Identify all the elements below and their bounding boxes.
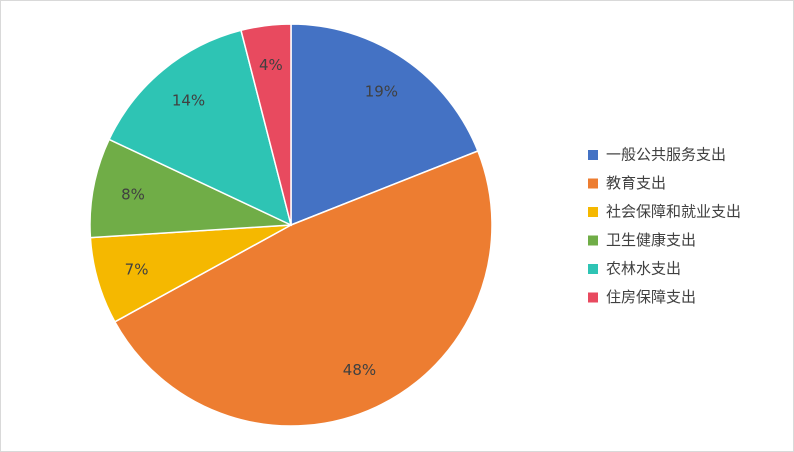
legend-swatch (588, 235, 598, 246)
legend-swatch (588, 292, 598, 303)
pie-slice (89, 138, 292, 239)
legend-label: 农林水支出 (606, 260, 681, 278)
data-label: 8% (121, 185, 145, 203)
data-label: 7% (125, 260, 149, 278)
data-label: 4% (259, 56, 283, 74)
legend-swatch (588, 264, 598, 274)
data-label: 19% (365, 83, 398, 101)
data-label: 48% (343, 361, 376, 379)
legend-label: 一般公共服务支出 (606, 146, 726, 164)
data-label: 14% (172, 92, 205, 110)
legend-swatch (588, 150, 598, 160)
legend-swatch (588, 178, 598, 189)
legend-label: 卫生健康支出 (606, 231, 696, 249)
pie-slice (113, 150, 493, 427)
pie-slice (108, 29, 293, 227)
pie-slice (240, 23, 292, 226)
legend-label: 教育支出 (606, 174, 666, 192)
legend-swatch (588, 207, 598, 217)
pie-slice (290, 23, 479, 227)
legend-label: 社会保障和就业支出 (606, 203, 741, 221)
legend-label: 住房保障支出 (606, 288, 696, 306)
